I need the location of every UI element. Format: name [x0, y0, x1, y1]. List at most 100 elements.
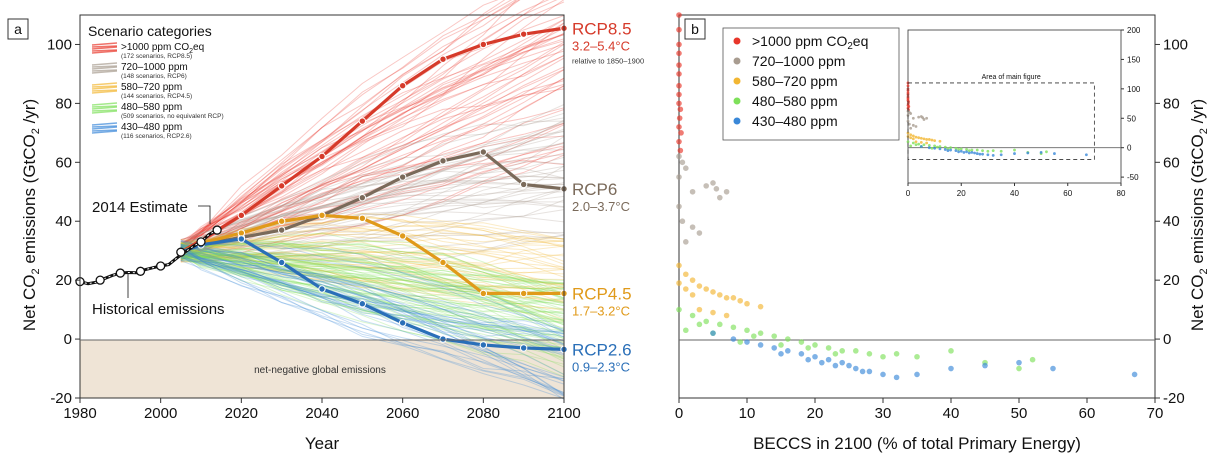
rcp-marker [318, 211, 326, 220]
inset-point [917, 136, 921, 140]
legend-entry-label-a: 480–580 ppm [121, 102, 182, 113]
x-tick-label-a: 2000 [144, 405, 177, 422]
scenario-line [180, 250, 565, 357]
scatter-point [703, 183, 709, 189]
scatter-point [948, 365, 954, 372]
historical-marker [95, 275, 105, 285]
scenario-line [180, 253, 565, 292]
rcp-range-label: 2.0–3.7°C [572, 199, 630, 214]
scatter-point [771, 333, 777, 339]
scatter-point [717, 321, 723, 328]
scenario-line [180, 244, 565, 334]
scenario-line [180, 252, 565, 322]
scenario-line [180, 143, 565, 242]
scenario-line [180, 244, 565, 314]
scatter-point [703, 286, 709, 292]
scatter-point [676, 153, 682, 160]
scenario-line [180, 186, 565, 241]
inset-point [967, 151, 971, 155]
scenario-line [180, 254, 565, 304]
inset-point [946, 149, 950, 153]
legend-marker-b [733, 77, 741, 85]
scenario-line [180, 246, 565, 385]
x-tick-label-b: 70 [1147, 405, 1164, 422]
scatter-points [676, 12, 1138, 381]
y-tick-label-a: 60 [55, 154, 72, 171]
legend-swatch-line [91, 50, 118, 54]
x-tick-label-a: 2060 [386, 405, 419, 422]
scenario-line [180, 187, 565, 255]
scenario-line [180, 19, 565, 248]
scatter-point [1016, 365, 1022, 372]
scenario-line [180, 247, 565, 343]
legend-swatch-line [91, 85, 118, 88]
scenario-line [180, 54, 565, 245]
scatter-point [717, 194, 723, 201]
scatter-point [832, 351, 839, 357]
scatter-point [757, 303, 764, 310]
legend-box-b [722, 27, 900, 141]
scenario-line [180, 250, 565, 285]
historical-marker [156, 261, 166, 271]
scenario-line [180, 249, 565, 322]
scenario-line [180, 109, 565, 244]
scenario-line [180, 260, 565, 293]
scenario-line [180, 242, 565, 332]
rcp-marker [479, 40, 488, 49]
scenario-line [180, 229, 565, 255]
scenario-line [180, 134, 565, 245]
inset-point [970, 148, 974, 152]
inset-point [911, 134, 915, 138]
historical-marker [115, 268, 125, 278]
x-tick-label-b: 60 [1079, 405, 1096, 422]
scatter-point [751, 333, 757, 339]
scenario-line [180, 252, 565, 311]
scatter-point [805, 345, 811, 351]
panel-label-box-b [684, 18, 706, 40]
scenario-line [180, 256, 565, 284]
scenario-line [180, 251, 565, 325]
scenario-line [180, 43, 565, 249]
scatter-point [710, 180, 716, 186]
scenario-line [180, 250, 565, 298]
scenario-line [180, 255, 565, 288]
inset-point [938, 145, 942, 148]
scenario-line [180, 232, 565, 253]
scenario-line [180, 242, 565, 290]
scenario-line [180, 249, 565, 307]
scenario-line [180, 253, 565, 326]
inset-point [927, 138, 931, 141]
scenario-line [180, 186, 565, 246]
legend-entry-note-a: (509 scenarios, no equivalent RCP) [121, 113, 224, 120]
inset-point [1053, 152, 1056, 155]
panel-b: 0 10 20 30 40 50 60 70-20 0 20 40 60 80 100 BECCS in … [675, 12, 1210, 453]
scatter-point [677, 106, 684, 113]
inset-point [914, 125, 918, 128]
legend-marker-b [733, 97, 741, 105]
scenario-line [180, 141, 565, 248]
scenario-line [180, 242, 565, 303]
inset-point [933, 144, 937, 148]
rcp-marker [519, 30, 528, 38]
scenario-line [180, 255, 565, 342]
scatter-point [866, 351, 873, 357]
historical-line [75, 225, 222, 287]
rcp-marker [479, 289, 488, 298]
scatter-point [713, 186, 720, 192]
net-negative-zone [80, 340, 564, 398]
scenario-line [180, 212, 565, 245]
inset-point [933, 139, 937, 143]
rcp-marker [277, 226, 286, 234]
rcp-range-label: 3.2–5.4°C [572, 38, 630, 53]
inset-point [938, 139, 942, 143]
scenario-line [180, 135, 565, 249]
scenario-line [180, 244, 565, 255]
historical-emissions-label: Historical emissions [92, 301, 225, 318]
scenario-line [180, 234, 565, 261]
scenario-line [180, 242, 565, 291]
inset-point [906, 84, 910, 88]
scenario-line [180, 245, 565, 272]
inset-point [906, 119, 910, 123]
